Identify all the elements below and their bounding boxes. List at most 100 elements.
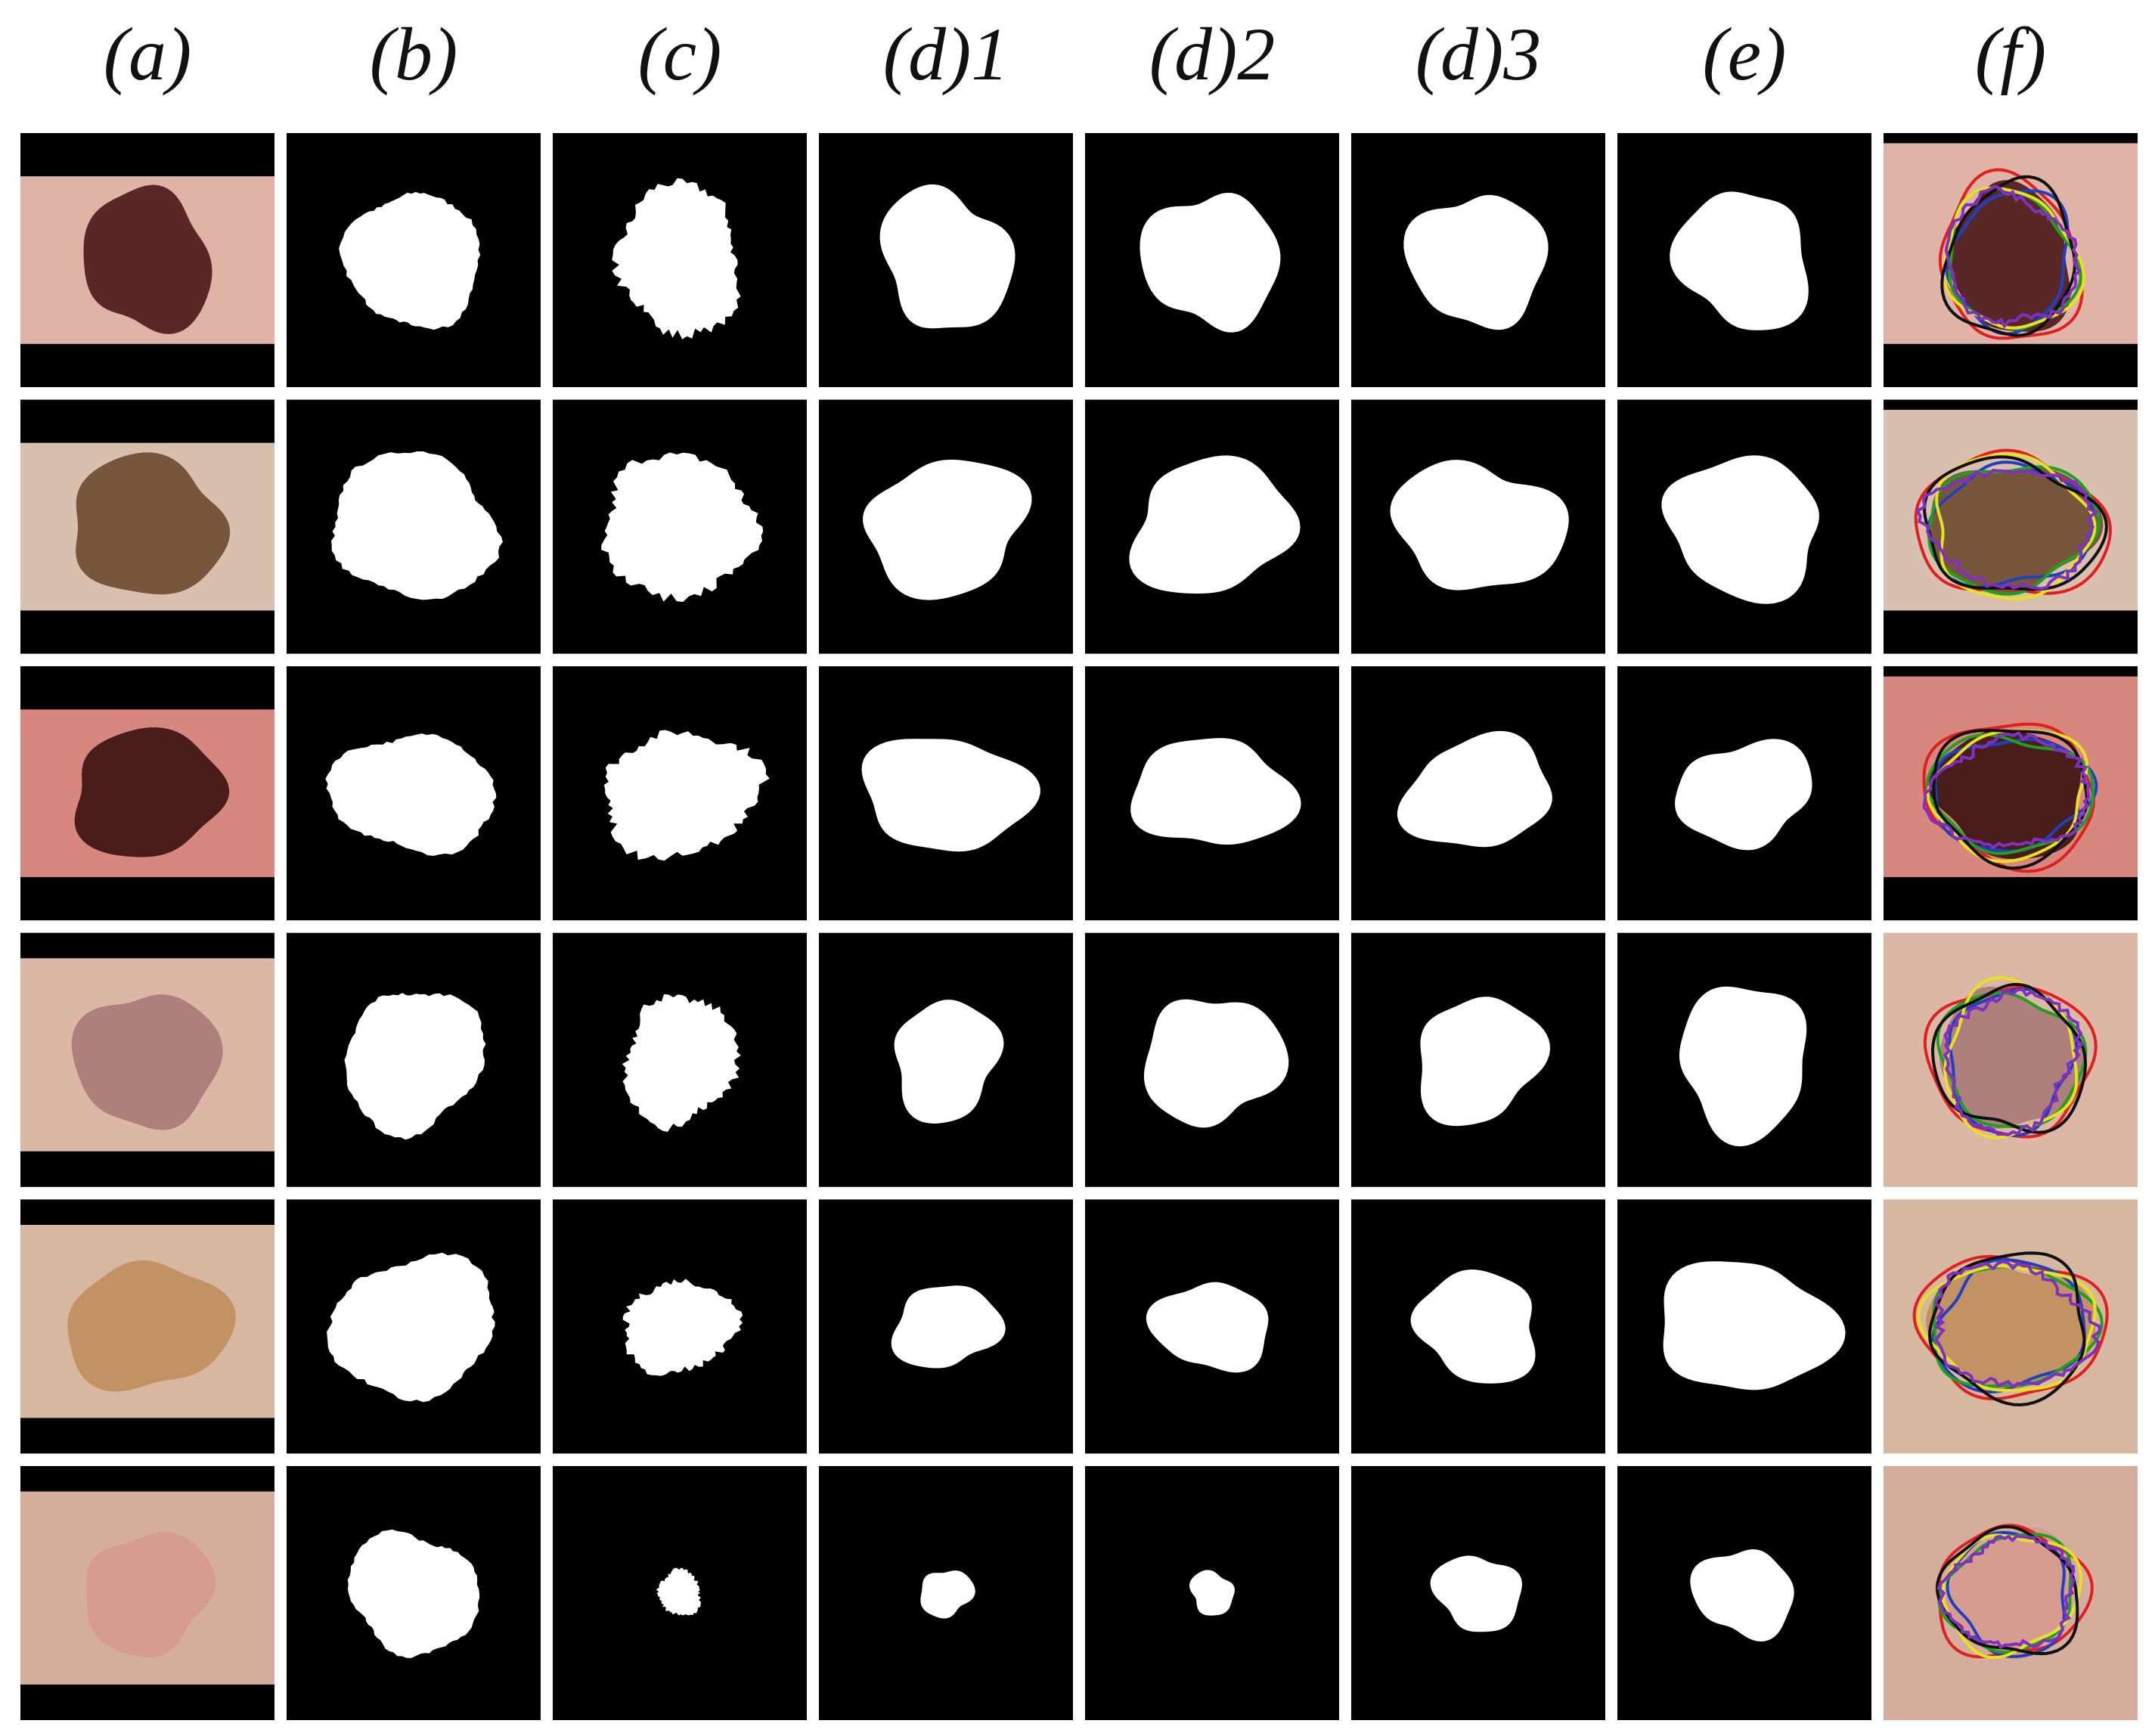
lesion xyxy=(1927,730,2081,860)
image-cell xyxy=(819,133,1073,387)
image-cell xyxy=(1884,666,2138,921)
image-cell xyxy=(287,1199,541,1454)
image-cell xyxy=(1351,666,1605,921)
mask-blob xyxy=(863,460,1032,600)
contour xyxy=(1944,184,2082,330)
contour xyxy=(1936,991,2088,1128)
mask-blob xyxy=(327,1252,495,1403)
lesion xyxy=(86,1532,216,1657)
contour xyxy=(1915,468,2099,591)
lesion xyxy=(1926,1263,2096,1393)
image-cell xyxy=(1351,932,1605,1187)
contour xyxy=(1943,987,2085,1136)
mask-blob xyxy=(1130,738,1301,845)
black-band xyxy=(20,1151,274,1187)
lesion xyxy=(1946,180,2070,332)
black-band xyxy=(20,399,274,443)
image-cell xyxy=(819,399,1073,654)
image-cell xyxy=(20,133,274,387)
black-band xyxy=(20,343,274,387)
image-cell xyxy=(553,399,807,654)
image-cell xyxy=(1617,1199,1871,1454)
contour xyxy=(1932,729,2088,870)
contour xyxy=(1927,1251,2086,1407)
mask-blob xyxy=(1410,1269,1536,1384)
contour xyxy=(1936,1534,2076,1650)
image-cell xyxy=(1085,666,1339,921)
mask-blob xyxy=(879,184,1015,329)
mask-blob xyxy=(1663,1261,1846,1390)
mask-blob xyxy=(622,994,741,1132)
column-label: (d)1 xyxy=(883,12,1009,96)
black-band xyxy=(1884,877,2138,921)
mask-blob xyxy=(1129,455,1301,594)
black-band xyxy=(1884,399,2138,411)
image-cell xyxy=(1351,399,1605,654)
mask-blob xyxy=(656,1567,701,1616)
image-cell xyxy=(1617,1466,1871,1720)
image-cell xyxy=(819,1199,1073,1454)
black-band xyxy=(1884,343,2138,387)
black-band xyxy=(20,133,274,177)
black-band xyxy=(20,610,274,654)
column-label: (b) xyxy=(370,12,458,96)
image-cell xyxy=(1617,133,1871,387)
black-band xyxy=(1884,133,2138,144)
image-cell xyxy=(1351,1466,1605,1720)
image-cell xyxy=(819,1466,1073,1720)
contour xyxy=(1938,168,2084,340)
image-cell xyxy=(20,1199,274,1454)
mask-blob xyxy=(861,739,1040,852)
image-cell xyxy=(287,399,541,654)
contour xyxy=(1933,1260,2101,1390)
mask-blob xyxy=(1420,997,1550,1127)
lesion xyxy=(1928,467,2104,594)
contour xyxy=(1942,186,2085,330)
black-band xyxy=(20,1418,274,1454)
lesion xyxy=(71,994,223,1130)
column-label: (f) xyxy=(1975,12,2046,96)
image-cell xyxy=(20,932,274,1187)
mask-blob xyxy=(1670,191,1809,330)
black-band xyxy=(20,1199,274,1225)
mask-blob xyxy=(1143,999,1289,1128)
image-cell xyxy=(287,133,541,387)
mask-blob xyxy=(347,1529,480,1658)
image-cell xyxy=(819,666,1073,921)
lesion xyxy=(1945,1527,2069,1660)
black-band xyxy=(20,1684,274,1720)
column-label: (a) xyxy=(104,12,192,96)
image-cell xyxy=(1617,932,1871,1187)
black-band xyxy=(20,932,274,959)
image-cell xyxy=(20,666,274,921)
image-cell xyxy=(1085,1466,1339,1720)
image-cell xyxy=(553,1466,807,1720)
mask-blob xyxy=(344,993,486,1140)
contour xyxy=(1917,1264,2097,1392)
image-cell xyxy=(1085,399,1339,654)
image-cell xyxy=(1085,133,1339,387)
mask-blob xyxy=(1189,1570,1235,1616)
mask-blob xyxy=(894,1000,1004,1124)
lesion xyxy=(1940,987,2085,1129)
image-cell xyxy=(287,666,541,921)
mask-blob xyxy=(1403,194,1549,330)
mask-blob xyxy=(1679,986,1807,1147)
mask-blob xyxy=(920,1570,975,1619)
mask-blob xyxy=(1397,730,1552,848)
image-cell xyxy=(553,666,807,921)
image-cell xyxy=(1884,932,2138,1187)
lesion xyxy=(76,452,231,595)
image-cell xyxy=(1085,932,1339,1187)
image-cell xyxy=(1351,1199,1605,1454)
lesion xyxy=(83,184,212,334)
contour xyxy=(1922,730,2092,850)
mask-blob xyxy=(1390,460,1569,591)
mask-blob xyxy=(1140,193,1281,333)
mask-blob xyxy=(325,733,497,856)
image-cell xyxy=(1351,133,1605,387)
image-cell xyxy=(287,932,541,1187)
image-cell xyxy=(287,1466,541,1720)
